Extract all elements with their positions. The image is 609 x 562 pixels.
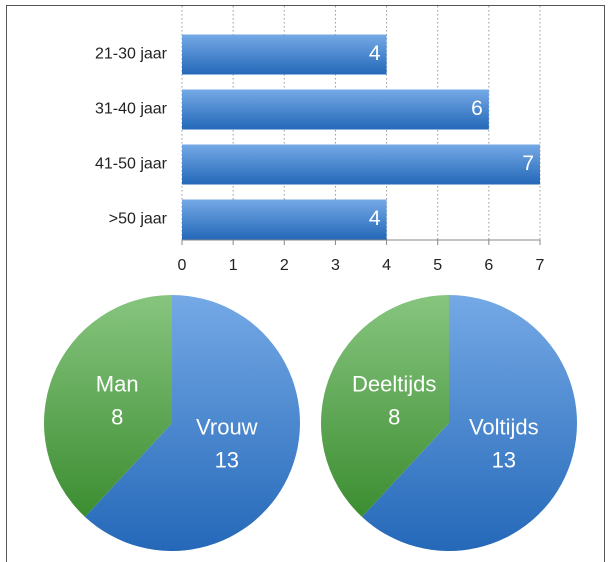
slice-label: Vrouw xyxy=(196,414,258,439)
x-tick-label: 5 xyxy=(433,257,442,274)
x-tick-label: 3 xyxy=(331,257,340,274)
bar-value-label: 7 xyxy=(522,152,534,175)
pie-slice xyxy=(44,295,173,517)
pie-slice xyxy=(84,295,301,551)
bar xyxy=(182,34,387,75)
x-tick-label: 6 xyxy=(484,257,493,274)
bar xyxy=(182,144,540,185)
y-tick-label: 41-50 jaar xyxy=(95,156,168,173)
x-tick-label: 4 xyxy=(382,257,391,274)
pie-slice xyxy=(321,295,449,517)
bar-value-label: 4 xyxy=(369,207,381,230)
y-tick-label: 21-30 jaar xyxy=(95,46,168,63)
x-tick-label: 2 xyxy=(280,257,289,274)
bar-value-label: 4 xyxy=(369,42,381,65)
bar xyxy=(182,89,489,130)
bar-value-label: 6 xyxy=(471,97,483,120)
bar xyxy=(182,199,387,240)
slice-value: 8 xyxy=(111,404,123,429)
x-tick-label: 0 xyxy=(178,257,187,274)
x-tick-label: 1 xyxy=(229,257,238,274)
x-tick-label: 7 xyxy=(536,257,545,274)
slice-value: 13 xyxy=(215,447,239,472)
slice-label: Deeltijds xyxy=(352,371,436,396)
y-tick-label: 31-40 jaar xyxy=(95,101,168,118)
pie-slice xyxy=(361,295,578,551)
y-tick-label: >50 jaar xyxy=(109,211,168,228)
slice-label: Man xyxy=(96,371,139,396)
slice-label: Voltijds xyxy=(469,414,539,439)
frame xyxy=(6,5,605,562)
slice-value: 8 xyxy=(388,404,400,429)
slice-value: 13 xyxy=(492,447,516,472)
